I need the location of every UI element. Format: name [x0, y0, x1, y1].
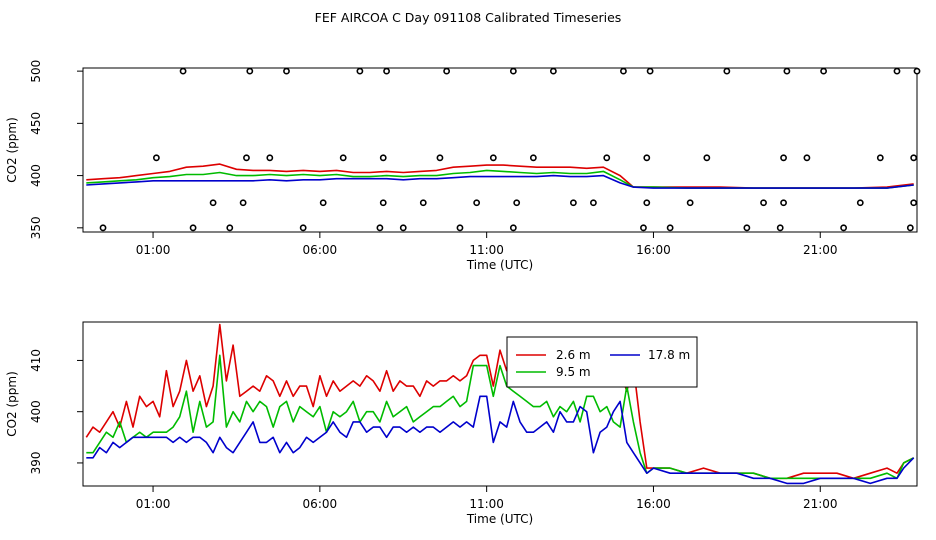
data-marker — [179, 67, 187, 75]
x-axis-label: Time (UTC) — [466, 512, 533, 526]
series-line-2 — [86, 174, 914, 189]
data-marker — [856, 199, 864, 207]
data-marker — [913, 67, 921, 75]
data-marker — [443, 67, 451, 75]
data-marker — [646, 67, 654, 75]
data-marker — [640, 224, 647, 232]
x-tick-label: 11:00 — [469, 497, 504, 511]
data-marker — [399, 224, 407, 232]
data-marker — [383, 67, 390, 75]
data-marker — [893, 67, 901, 75]
x-tick-label: 16:00 — [636, 243, 671, 257]
series-line-1 — [86, 169, 914, 189]
x-tick-label: 01:00 — [136, 243, 171, 257]
data-marker — [513, 199, 521, 207]
data-marker — [820, 67, 827, 75]
data-marker — [356, 67, 364, 75]
data-marker — [339, 154, 347, 162]
data-marker — [152, 154, 160, 162]
data-marker — [319, 199, 327, 207]
data-marker — [776, 224, 784, 232]
data-marker — [419, 199, 427, 207]
y-tick-label: 350 — [29, 216, 43, 239]
data-marker — [783, 67, 791, 75]
y-tick-label: 400 — [29, 164, 43, 187]
data-marker — [529, 154, 537, 162]
y-tick-label: 500 — [29, 60, 43, 83]
data-marker — [666, 224, 674, 232]
data-marker — [686, 199, 694, 207]
y-tick-label: 400 — [29, 400, 43, 423]
data-marker — [780, 154, 787, 162]
bottom-panel: 01:00 06:00 11:00 16:00 21:00 390 400 410 Time (… — [5, 321, 918, 526]
data-marker — [509, 224, 517, 232]
legend-label: 2.6 m — [556, 348, 591, 362]
data-marker — [99, 224, 107, 232]
x-tick-label: 21:00 — [803, 497, 838, 511]
x-axis-label: Time (UTC) — [466, 258, 533, 272]
data-marker — [379, 199, 387, 207]
plot-frame — [82, 321, 918, 487]
legend-label: 9.5 m — [556, 365, 591, 379]
data-marker — [509, 67, 517, 75]
data-marker — [743, 224, 751, 232]
x-tick-label: 11:00 — [469, 243, 504, 257]
data-marker — [266, 154, 274, 162]
series-line-2 — [86, 395, 915, 485]
chart-title: FEF AIRCOA C Day 091108 Calibrated Times… — [315, 10, 622, 25]
y-axis-label: CO2 (ppm) — [5, 117, 19, 183]
data-marker — [643, 154, 651, 162]
y-tick-label: 450 — [29, 112, 43, 135]
data-marker — [620, 67, 627, 75]
x-tick-label: 06:00 — [303, 243, 338, 257]
data-marker — [906, 224, 914, 232]
data-marker — [376, 224, 384, 232]
top-panel: 01:00 06:00 11:00 16:00 21:00 350 400 450 500 Tim… — [5, 60, 921, 272]
data-marker — [456, 224, 464, 232]
data-marker — [910, 199, 918, 207]
data-marker — [209, 199, 217, 207]
y-tick-label: 410 — [29, 349, 43, 372]
data-marker — [239, 199, 247, 207]
data-marker — [910, 154, 918, 162]
data-marker — [436, 154, 444, 162]
data-marker — [840, 224, 848, 232]
data-marker — [876, 154, 884, 162]
data-marker — [723, 67, 731, 75]
data-marker — [569, 199, 577, 207]
data-marker — [703, 154, 711, 162]
data-marker — [226, 224, 234, 232]
data-marker — [379, 154, 387, 162]
x-tick-label: 21:00 — [803, 243, 838, 257]
series-line-1 — [86, 354, 915, 480]
data-marker — [189, 224, 197, 232]
legend-label: 17.8 m — [648, 348, 690, 362]
series-line-0 — [86, 163, 914, 189]
data-marker — [473, 199, 481, 207]
x-tick-label: 01:00 — [136, 497, 171, 511]
plot-frame — [82, 67, 918, 233]
data-marker — [590, 199, 597, 207]
data-marker — [243, 154, 250, 162]
data-marker — [549, 67, 557, 75]
legend-box — [506, 336, 698, 388]
data-marker — [760, 199, 767, 207]
y-tick-label: 390 — [29, 451, 43, 474]
data-marker — [803, 154, 811, 162]
data-marker — [283, 67, 290, 75]
x-tick-label: 16:00 — [636, 497, 671, 511]
data-marker — [780, 199, 787, 207]
data-marker — [246, 67, 254, 75]
series-line-0 — [85, 323, 915, 480]
data-marker — [299, 224, 307, 232]
data-marker — [489, 154, 497, 162]
x-tick-label: 06:00 — [303, 497, 338, 511]
legend: 2.6 m 17.8 m 9.5 m — [506, 336, 698, 388]
data-marker — [643, 199, 651, 207]
y-axis-label: CO2 (ppm) — [5, 371, 19, 437]
data-marker — [603, 154, 611, 162]
